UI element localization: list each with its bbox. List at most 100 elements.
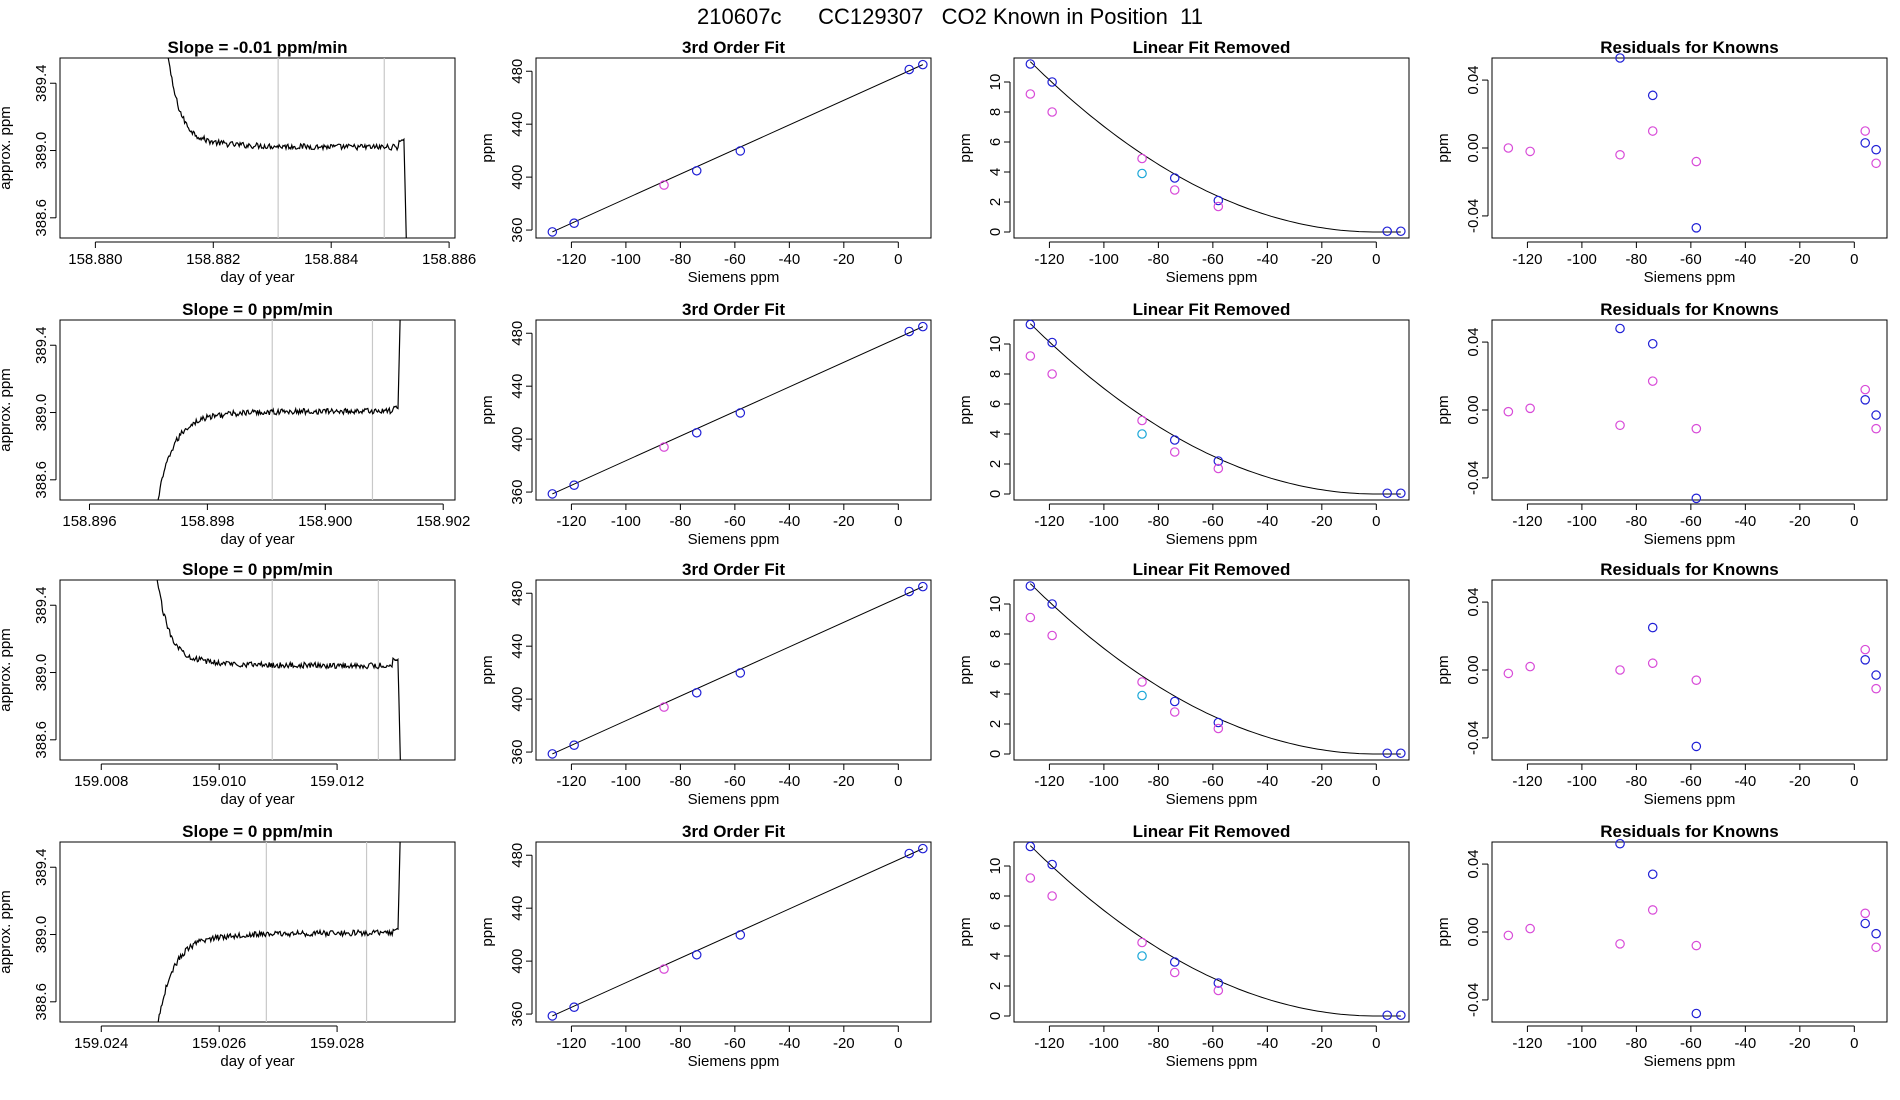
plot-frame xyxy=(1013,57,1410,239)
y-tick-label: 8 xyxy=(987,892,1004,900)
x-tick-label: -80 xyxy=(1148,251,1170,268)
x-tick-label: -20 xyxy=(1789,1035,1811,1052)
fit-line xyxy=(552,848,924,1017)
y-tick-label: 0.00 xyxy=(1465,655,1482,684)
panel-line-1: Slope = -0.01 ppm/min 158.880 158.882 158.8… xyxy=(0,38,476,286)
data-point-magenta xyxy=(1871,942,1881,953)
data-point-blue xyxy=(918,581,928,592)
x-tick-label: 159.024 xyxy=(74,1035,128,1052)
data-point-blue xyxy=(1647,622,1658,633)
y-tick-label: 2 xyxy=(987,720,1004,728)
data-point-cyan xyxy=(1137,951,1147,961)
data-point-blue xyxy=(1382,226,1393,237)
plot-frame xyxy=(1013,841,1410,1023)
data-point-blue xyxy=(569,1002,579,1012)
data-point-blue xyxy=(1871,928,1881,939)
y-axis-label: ppm xyxy=(479,917,496,946)
data-point-magenta xyxy=(1647,905,1658,915)
data-area xyxy=(1029,323,1401,495)
data-point-magenta xyxy=(1169,185,1180,195)
data-point-magenta xyxy=(1615,420,1625,431)
data-point-magenta xyxy=(1647,126,1658,136)
quadratic-fit-curve xyxy=(1029,61,1401,233)
x-tick-label: -120 xyxy=(1034,513,1064,530)
data-point-blue xyxy=(569,480,579,490)
x-tick-label: -60 xyxy=(724,251,746,268)
x-tick-label: 0 xyxy=(1372,251,1380,268)
data-point-magenta xyxy=(1169,707,1180,717)
y-tick-label: 480 xyxy=(509,843,526,868)
panel-title: Slope = 0 ppm/min xyxy=(182,822,333,841)
data-point-blue xyxy=(1025,581,1036,591)
data-point-magenta xyxy=(1860,126,1871,136)
data-area xyxy=(1029,845,1401,1017)
y-tick-label: 400 xyxy=(509,949,526,974)
data-point-blue xyxy=(904,586,915,597)
x-tick-label: -40 xyxy=(1735,251,1757,268)
y-axis-label: ppm xyxy=(479,133,496,162)
x-axis-label: Siemens ppm xyxy=(1166,1053,1258,1070)
data-point-magenta xyxy=(659,180,669,190)
y-tick-label: 480 xyxy=(509,581,526,606)
data-point-magenta xyxy=(1691,156,1702,167)
panel-line-3: Slope = 0 ppm/min 159.008 159.010 159.012 da… xyxy=(0,560,456,808)
data-area xyxy=(1029,61,1401,233)
data-point-magenta xyxy=(1169,967,1180,978)
data-point-blue xyxy=(1047,77,1057,87)
data-point-blue xyxy=(735,930,746,940)
plot-frame xyxy=(535,57,932,239)
data-point-blue xyxy=(691,687,702,698)
data-point-blue xyxy=(1047,337,1057,348)
x-tick-label: -80 xyxy=(670,251,692,268)
panel-scatter-14: Residuals for Knowns -120 -100 -80 -60 -40 -20… xyxy=(1435,300,1888,548)
panel-scatter-9: Linear Fit Removed -120 -100 -80 -60 -40 -20 0 S… xyxy=(957,38,1410,286)
y-tick-label: 360 xyxy=(509,218,526,243)
data-point-blue xyxy=(1615,323,1625,334)
data-point-blue xyxy=(547,227,558,237)
panel-scatter-7: 3rd Order Fit -120 -100 -80 -60 -40 -20 0 Siemen… xyxy=(479,560,932,808)
x-tick-label: 158.884 xyxy=(304,251,358,268)
x-tick-label: -100 xyxy=(1567,1035,1597,1052)
y-tick-label: 2 xyxy=(987,198,1004,206)
y-tick-label: 389.4 xyxy=(33,848,50,886)
y-tick-label: 6 xyxy=(987,400,1004,408)
data-point-blue xyxy=(1047,859,1057,870)
panel-title: Residuals for Knowns xyxy=(1600,300,1779,319)
panel-title: Linear Fit Removed xyxy=(1133,300,1291,319)
panel-title: Residuals for Knowns xyxy=(1600,822,1779,841)
data-point-blue xyxy=(1396,488,1406,499)
panel-title: Residuals for Knowns xyxy=(1600,38,1779,57)
data-area xyxy=(552,848,924,1017)
y-tick-label: 400 xyxy=(509,165,526,190)
y-tick-label: 360 xyxy=(509,480,526,505)
data-point-blue xyxy=(547,1011,558,1021)
x-axis-label: Siemens ppm xyxy=(688,791,780,808)
data-point-blue xyxy=(691,427,702,438)
data-point-blue xyxy=(918,59,928,70)
data-point-blue xyxy=(1615,838,1625,849)
x-axis-label: Siemens ppm xyxy=(1644,531,1736,548)
y-tick-label: -0.04 xyxy=(1465,721,1482,755)
plot-frame xyxy=(1491,841,1888,1023)
data-point-blue xyxy=(1691,741,1702,752)
data-point-blue xyxy=(1871,144,1881,155)
x-tick-label: -20 xyxy=(833,1035,855,1052)
y-tick-label: 360 xyxy=(509,740,526,765)
data-point-magenta xyxy=(1213,463,1224,474)
y-tick-label: 0.00 xyxy=(1465,395,1482,424)
x-tick-label: -100 xyxy=(1089,773,1119,790)
y-axis-label: ppm xyxy=(957,655,974,684)
data-point-magenta xyxy=(659,964,669,974)
x-tick-label: -40 xyxy=(779,773,801,790)
y-tick-label: 8 xyxy=(987,108,1004,116)
panel-title: Residuals for Knowns xyxy=(1600,560,1779,579)
data-point-blue xyxy=(547,489,558,499)
concentration-trace xyxy=(157,320,401,500)
x-tick-label: -100 xyxy=(1089,513,1119,530)
x-tick-label: 0 xyxy=(894,251,902,268)
panel-title: 3rd Order Fit xyxy=(682,560,785,579)
fit-line xyxy=(552,326,924,495)
y-tick-label: 0 xyxy=(987,1012,1004,1020)
y-tick-label: 10 xyxy=(987,74,1004,91)
x-tick-label: -80 xyxy=(670,1035,692,1052)
